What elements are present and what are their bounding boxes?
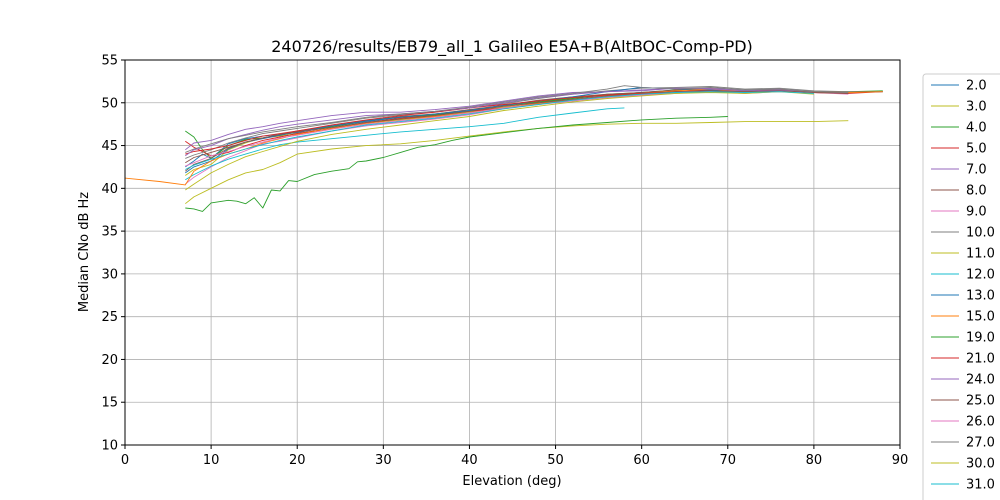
legend-label: 5.0 bbox=[966, 142, 987, 157]
legend-items: 2.0 3.0 4.0 5.0 7.0 8.0 9.0 10.0 11.0 12.0 13.0 15.… bbox=[931, 79, 995, 493]
legend: 2.0 3.0 4.0 5.0 7.0 8.0 9.0 10.0 11.0 12.0 13.0 15.… bbox=[922, 73, 1000, 500]
x-tick-label: 70 bbox=[720, 453, 737, 468]
series-line-31-0 bbox=[185, 91, 814, 170]
x-tick-label: 50 bbox=[547, 453, 564, 468]
x-tick-label: 20 bbox=[289, 453, 306, 468]
series-lines bbox=[125, 85, 883, 212]
legend-label: 26.0 bbox=[966, 415, 995, 430]
plot-area bbox=[125, 60, 900, 445]
x-axis-label: Elevation (deg) bbox=[462, 474, 561, 489]
y-tick-label: 40 bbox=[101, 182, 118, 197]
y-tick-label: 35 bbox=[101, 225, 118, 240]
legend-label: 24.0 bbox=[966, 373, 995, 388]
legend-box bbox=[922, 73, 1000, 500]
series-line-25-0 bbox=[185, 90, 849, 172]
series-line-12-0 bbox=[185, 107, 625, 181]
legend-label: 10.0 bbox=[966, 226, 995, 241]
y-tick-label: 25 bbox=[101, 310, 118, 325]
y-tick-label: 15 bbox=[101, 396, 118, 411]
legend-label: 30.0 bbox=[966, 457, 995, 472]
legend-label: 21.0 bbox=[966, 352, 995, 367]
legend-label: 25.0 bbox=[966, 394, 995, 409]
legend-label: 8.0 bbox=[966, 184, 987, 199]
series-line-27-0 bbox=[185, 85, 849, 153]
series-line-19-0 bbox=[185, 116, 728, 212]
legend-label: 15.0 bbox=[966, 310, 995, 325]
y-tick-label: 10 bbox=[101, 439, 118, 454]
legend-label: 19.0 bbox=[966, 331, 995, 346]
legend-label: 2.0 bbox=[966, 79, 987, 94]
x-axis-ticks: 0 10 20 30 40 50 60 70 80 90 bbox=[121, 445, 908, 468]
series-line-15-0 bbox=[125, 88, 883, 186]
x-tick-label: 80 bbox=[806, 453, 823, 468]
series-line-11-0 bbox=[185, 120, 849, 205]
x-tick-label: 40 bbox=[461, 453, 478, 468]
y-tick-label: 55 bbox=[101, 54, 118, 69]
legend-label: 11.0 bbox=[966, 247, 995, 262]
legend-label: 9.0 bbox=[966, 205, 987, 220]
series-line-30-0 bbox=[185, 91, 814, 191]
x-tick-label: 30 bbox=[375, 453, 392, 468]
x-tick-label: 60 bbox=[633, 453, 650, 468]
legend-label: 13.0 bbox=[966, 289, 995, 304]
y-axis-ticks: 10 15 20 25 30 35 40 45 50 55 bbox=[101, 54, 125, 454]
y-tick-label: 20 bbox=[101, 353, 118, 368]
y-tick-label: 50 bbox=[101, 96, 118, 111]
legend-label: 31.0 bbox=[966, 478, 995, 493]
y-axis-label: Median CNo dB Hz bbox=[77, 192, 92, 312]
legend-label: 12.0 bbox=[966, 268, 995, 283]
y-tick-label: 45 bbox=[101, 139, 118, 154]
legend-label: 4.0 bbox=[966, 121, 987, 136]
legend-label: 7.0 bbox=[966, 163, 987, 178]
chart-title: 240726/results/EB79_all_1 Galileo E5A+B(… bbox=[271, 37, 753, 57]
plot-frame bbox=[124, 59, 901, 446]
x-tick-label: 90 bbox=[892, 453, 909, 468]
legend-label: 27.0 bbox=[966, 436, 995, 451]
y-tick-label: 30 bbox=[101, 267, 118, 282]
x-tick-label: 10 bbox=[203, 453, 220, 468]
legend-label: 3.0 bbox=[966, 100, 987, 115]
x-tick-label: 0 bbox=[121, 453, 129, 468]
